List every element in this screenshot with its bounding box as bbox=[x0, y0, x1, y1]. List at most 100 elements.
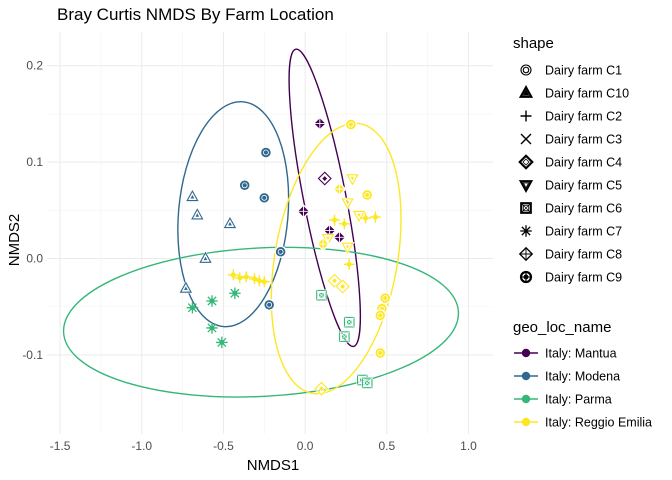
y-axis-label: NMDS2 bbox=[6, 214, 23, 267]
legend-item-dairy-farm-c7: Dairy farm C7 bbox=[520, 225, 622, 239]
point-italy-mantua-diamond-double bbox=[316, 170, 333, 187]
legend-item-dairy-farm-c2: Dairy farm C2 bbox=[520, 110, 622, 124]
ellipse-italy-reggio-emilia bbox=[270, 122, 402, 395]
legend-item-label: Dairy farm C8 bbox=[545, 248, 622, 262]
point-layer bbox=[178, 116, 392, 397]
point-italy-reggio-emilia-circle-plus bbox=[374, 309, 387, 322]
point-italy-reggio-emilia-triangle-down-double bbox=[345, 173, 360, 187]
point-italy-modena-triangle-double bbox=[185, 188, 200, 202]
ellipse-italy-parma bbox=[62, 246, 460, 398]
x-tick-label: 0.5 bbox=[378, 439, 395, 453]
point-italy-mantua-diamond-plus bbox=[296, 204, 311, 219]
point-italy-reggio-emilia-diamond-plus bbox=[315, 236, 331, 252]
legend-item-label: Italy: Reggio Emilia bbox=[545, 416, 652, 430]
ellipse-italy-modena bbox=[177, 101, 290, 328]
legend-item-label: Dairy farm C5 bbox=[545, 179, 622, 193]
point-italy-reggio-emilia-plus bbox=[338, 218, 350, 230]
point-italy-reggio-emilia-diamond-double bbox=[326, 272, 343, 289]
point-italy-reggio-emilia-plus bbox=[329, 214, 341, 226]
point-italy-reggio-emilia-plus bbox=[240, 271, 252, 283]
legend-item-dairy-farm-c8: Dairy farm C8 bbox=[518, 246, 622, 262]
point-italy-reggio-emilia-diamond-double bbox=[334, 278, 351, 295]
legend-item-dairy-farm-c1: Dairy farm C1 bbox=[520, 64, 622, 78]
x-axis-label: NMDS1 bbox=[247, 457, 300, 474]
point-italy-reggio-emilia-plus bbox=[360, 212, 372, 224]
legend-item-label: Dairy farm C1 bbox=[545, 64, 622, 78]
ellipse-layer bbox=[62, 48, 460, 398]
point-italy-reggio-emilia-diamond-plus bbox=[332, 181, 347, 197]
point-italy-reggio-emilia-circle-plus bbox=[379, 291, 392, 305]
x-tick-label: 0.0 bbox=[297, 439, 314, 453]
y-tick-label: 0.0 bbox=[26, 252, 43, 266]
legend-item-italy-modena: Italy: Modena bbox=[514, 370, 620, 384]
point-italy-parma-asterisk bbox=[216, 336, 228, 349]
point-italy-mantua-diamond-plus bbox=[332, 230, 347, 245]
x-tick-label: -1.0 bbox=[131, 439, 152, 453]
point-italy-modena-circle-plus bbox=[259, 146, 273, 159]
legend-item-label: Italy: Modena bbox=[545, 370, 620, 384]
point-italy-reggio-emilia-triangle-down-double bbox=[351, 210, 367, 224]
point-italy-reggio-emilia-triangle-down-double bbox=[340, 242, 355, 256]
point-italy-modena-triangle-double bbox=[222, 215, 238, 229]
legend: shape Dairy farm C1 Dairy farm C10 Dairy f… bbox=[513, 35, 652, 430]
point-italy-reggio-emilia-plus bbox=[369, 211, 381, 223]
point-italy-modena-triangle-double bbox=[178, 280, 193, 294]
point-italy-reggio-emilia-plus bbox=[258, 276, 270, 288]
x-axis-ticks: -1.5 -1.0 -0.5 0.0 0.5 1.0 bbox=[50, 439, 477, 453]
legend-item-label: Dairy farm C3 bbox=[545, 133, 622, 147]
y-tick-label: 0.1 bbox=[26, 155, 43, 169]
point-italy-parma-square-cross bbox=[361, 377, 374, 389]
point-italy-reggio-emilia-diamond-double bbox=[313, 380, 330, 397]
legend-item-dairy-farm-c3: Dairy farm C3 bbox=[520, 133, 622, 147]
point-italy-modena-triangle-double bbox=[190, 207, 205, 221]
point-italy-reggio-emilia-circle-plus bbox=[344, 118, 357, 131]
y-tick-label: -0.1 bbox=[22, 348, 43, 362]
x-tick-label: -1.5 bbox=[50, 439, 71, 453]
legend-item-dairy-farm-c4: Dairy farm C4 bbox=[518, 154, 622, 170]
legend-item-dairy-farm-c9: Dairy farm C9 bbox=[519, 271, 622, 285]
point-italy-parma-square-cross bbox=[315, 289, 328, 302]
point-italy-parma-asterisk bbox=[186, 301, 199, 314]
color-legend-title: geo_loc_name bbox=[513, 319, 611, 336]
legend-item-label: Dairy farm C7 bbox=[545, 225, 622, 239]
shape-legend-title: shape bbox=[513, 35, 554, 52]
legend-item-label: Dairy farm C10 bbox=[545, 87, 629, 101]
point-italy-reggio-emilia-plus bbox=[227, 269, 239, 281]
point-italy-reggio-emilia-plus bbox=[234, 272, 246, 284]
legend-item-dairy-farm-c10: Dairy farm C10 bbox=[518, 84, 629, 101]
point-italy-reggio-emilia-plus bbox=[343, 258, 355, 270]
point-italy-parma-square-cross bbox=[343, 316, 356, 329]
point-italy-modena-circle-plus bbox=[263, 298, 276, 311]
ellipse-italy-mantua bbox=[288, 48, 362, 348]
point-italy-modena-triangle-double bbox=[198, 250, 213, 264]
legend-item-dairy-farm-c6: Dairy farm C6 bbox=[520, 202, 622, 216]
legend-item-italy-parma: Italy: Parma bbox=[514, 393, 612, 407]
point-italy-reggio-emilia-circle-plus bbox=[361, 188, 374, 202]
point-italy-parma-asterisk bbox=[229, 287, 241, 300]
point-italy-modena-circle-plus bbox=[274, 245, 287, 258]
chart-title: Bray Curtis NMDS By Farm Location bbox=[57, 5, 334, 24]
point-italy-parma-square-cross bbox=[338, 330, 351, 343]
legend-item-italy-mantua: Italy: Mantua bbox=[514, 347, 617, 361]
legend-item-label: Italy: Mantua bbox=[545, 347, 617, 361]
legend-item-label: Dairy farm C9 bbox=[545, 271, 622, 285]
point-italy-reggio-emilia-triangle-down-double bbox=[340, 197, 355, 211]
y-axis-ticks: -0.1 0.0 0.1 0.2 bbox=[22, 59, 43, 362]
x-tick-label: -0.5 bbox=[213, 439, 234, 453]
y-tick-label: 0.2 bbox=[26, 59, 43, 73]
legend-item-label: Dairy farm C6 bbox=[545, 202, 622, 216]
point-italy-reggio-emilia-circle-plus bbox=[374, 346, 387, 360]
point-italy-parma-asterisk bbox=[206, 322, 218, 334]
point-italy-mantua-diamond-plus bbox=[312, 116, 327, 131]
point-italy-parma-asterisk bbox=[206, 295, 218, 307]
point-italy-modena-circle-plus bbox=[238, 179, 251, 192]
legend-item-dairy-farm-c5: Dairy farm C5 bbox=[518, 179, 622, 194]
legend-item-label: Dairy farm C2 bbox=[545, 110, 622, 124]
x-tick-label: 1.0 bbox=[460, 439, 477, 453]
legend-item-italy-reggio-emilia: Italy: Reggio Emilia bbox=[514, 416, 652, 430]
point-italy-modena-circle-plus bbox=[258, 191, 271, 204]
legend-item-label: Dairy farm C4 bbox=[545, 156, 622, 170]
grid bbox=[47, 32, 493, 434]
legend-item-label: Italy: Parma bbox=[545, 393, 612, 407]
